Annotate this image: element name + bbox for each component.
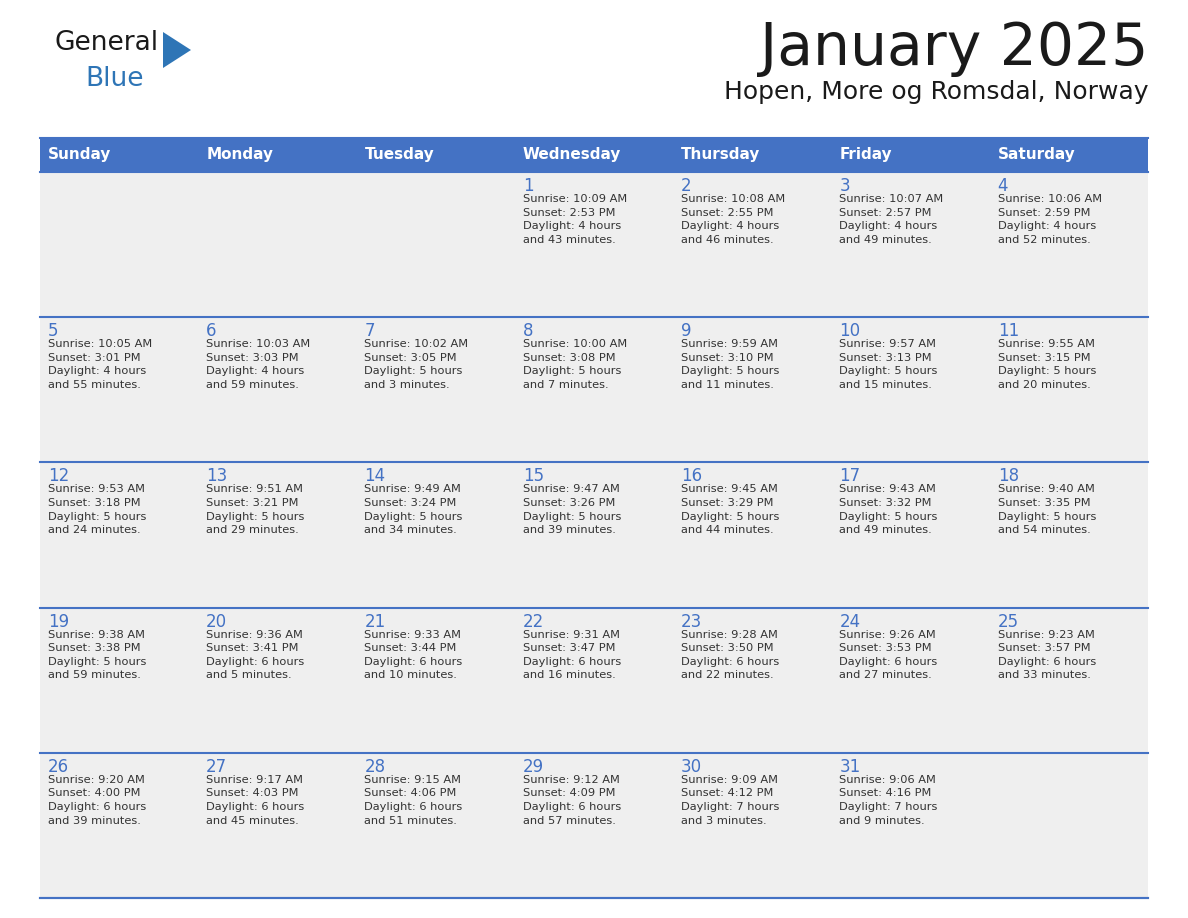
Text: 23: 23: [681, 612, 702, 631]
Text: 7: 7: [365, 322, 375, 341]
Bar: [674, 138, 832, 172]
Text: 24: 24: [840, 612, 860, 631]
Bar: [832, 138, 990, 172]
Text: Sunrise: 9:06 AM
Sunset: 4:16 PM
Daylight: 7 hours
and 9 minutes.: Sunrise: 9:06 AM Sunset: 4:16 PM Dayligh…: [840, 775, 937, 825]
Text: 1: 1: [523, 177, 533, 195]
Text: Sunrise: 10:00 AM
Sunset: 3:08 PM
Daylight: 5 hours
and 7 minutes.: Sunrise: 10:00 AM Sunset: 3:08 PM Daylig…: [523, 339, 627, 390]
Text: Sunrise: 9:40 AM
Sunset: 3:35 PM
Daylight: 5 hours
and 54 minutes.: Sunrise: 9:40 AM Sunset: 3:35 PM Dayligh…: [998, 485, 1097, 535]
Text: Sunrise: 9:23 AM
Sunset: 3:57 PM
Daylight: 6 hours
and 33 minutes.: Sunrise: 9:23 AM Sunset: 3:57 PM Dayligh…: [998, 630, 1095, 680]
Text: Sunrise: 9:38 AM
Sunset: 3:38 PM
Daylight: 5 hours
and 59 minutes.: Sunrise: 9:38 AM Sunset: 3:38 PM Dayligh…: [48, 630, 146, 680]
Text: 9: 9: [681, 322, 691, 341]
Text: Sunrise: 9:12 AM
Sunset: 4:09 PM
Daylight: 6 hours
and 57 minutes.: Sunrise: 9:12 AM Sunset: 4:09 PM Dayligh…: [523, 775, 621, 825]
Text: Sunrise: 9:33 AM
Sunset: 3:44 PM
Daylight: 6 hours
and 10 minutes.: Sunrise: 9:33 AM Sunset: 3:44 PM Dayligh…: [365, 630, 463, 680]
Text: 30: 30: [681, 757, 702, 776]
Text: 16: 16: [681, 467, 702, 486]
Text: 25: 25: [998, 612, 1019, 631]
Text: Sunrise: 9:57 AM
Sunset: 3:13 PM
Daylight: 5 hours
and 15 minutes.: Sunrise: 9:57 AM Sunset: 3:13 PM Dayligh…: [840, 339, 937, 390]
Text: 21: 21: [365, 612, 386, 631]
Text: Sunrise: 9:55 AM
Sunset: 3:15 PM
Daylight: 5 hours
and 20 minutes.: Sunrise: 9:55 AM Sunset: 3:15 PM Dayligh…: [998, 339, 1097, 390]
Text: 15: 15: [523, 467, 544, 486]
Polygon shape: [163, 32, 191, 68]
Text: 29: 29: [523, 757, 544, 776]
Text: Hopen, More og Romsdal, Norway: Hopen, More og Romsdal, Norway: [723, 80, 1148, 104]
Text: Saturday: Saturday: [998, 148, 1075, 162]
Text: Wednesday: Wednesday: [523, 148, 621, 162]
Text: Tuesday: Tuesday: [365, 148, 435, 162]
Text: Sunrise: 9:15 AM
Sunset: 4:06 PM
Daylight: 6 hours
and 51 minutes.: Sunrise: 9:15 AM Sunset: 4:06 PM Dayligh…: [365, 775, 463, 825]
Text: Sunrise: 9:26 AM
Sunset: 3:53 PM
Daylight: 6 hours
and 27 minutes.: Sunrise: 9:26 AM Sunset: 3:53 PM Dayligh…: [840, 630, 937, 680]
Text: Sunrise: 10:08 AM
Sunset: 2:55 PM
Daylight: 4 hours
and 46 minutes.: Sunrise: 10:08 AM Sunset: 2:55 PM Daylig…: [681, 194, 785, 245]
Text: 10: 10: [840, 322, 860, 341]
Text: 3: 3: [840, 177, 849, 195]
Text: 18: 18: [998, 467, 1019, 486]
Text: Thursday: Thursday: [681, 148, 760, 162]
Text: Sunrise: 10:09 AM
Sunset: 2:53 PM
Daylight: 4 hours
and 43 minutes.: Sunrise: 10:09 AM Sunset: 2:53 PM Daylig…: [523, 194, 627, 245]
Text: Sunrise: 9:17 AM
Sunset: 4:03 PM
Daylight: 6 hours
and 45 minutes.: Sunrise: 9:17 AM Sunset: 4:03 PM Dayligh…: [207, 775, 304, 825]
Bar: [198, 138, 356, 172]
Text: Sunday: Sunday: [48, 148, 112, 162]
Text: Sunrise: 9:47 AM
Sunset: 3:26 PM
Daylight: 5 hours
and 39 minutes.: Sunrise: 9:47 AM Sunset: 3:26 PM Dayligh…: [523, 485, 621, 535]
Text: 6: 6: [207, 322, 216, 341]
Bar: [40, 753, 1148, 898]
Text: Friday: Friday: [840, 148, 892, 162]
Text: January 2025: January 2025: [759, 20, 1148, 77]
Text: Sunrise: 10:06 AM
Sunset: 2:59 PM
Daylight: 4 hours
and 52 minutes.: Sunrise: 10:06 AM Sunset: 2:59 PM Daylig…: [998, 194, 1101, 245]
Text: Sunrise: 9:36 AM
Sunset: 3:41 PM
Daylight: 6 hours
and 5 minutes.: Sunrise: 9:36 AM Sunset: 3:41 PM Dayligh…: [207, 630, 304, 680]
Text: 12: 12: [48, 467, 69, 486]
Text: Sunrise: 9:31 AM
Sunset: 3:47 PM
Daylight: 6 hours
and 16 minutes.: Sunrise: 9:31 AM Sunset: 3:47 PM Dayligh…: [523, 630, 621, 680]
Text: Blue: Blue: [86, 66, 144, 92]
Text: 4: 4: [998, 177, 1009, 195]
Text: 8: 8: [523, 322, 533, 341]
Text: Sunrise: 10:03 AM
Sunset: 3:03 PM
Daylight: 4 hours
and 59 minutes.: Sunrise: 10:03 AM Sunset: 3:03 PM Daylig…: [207, 339, 310, 390]
Text: 14: 14: [365, 467, 386, 486]
Text: Sunrise: 9:59 AM
Sunset: 3:10 PM
Daylight: 5 hours
and 11 minutes.: Sunrise: 9:59 AM Sunset: 3:10 PM Dayligh…: [681, 339, 779, 390]
Text: Sunrise: 9:43 AM
Sunset: 3:32 PM
Daylight: 5 hours
and 49 minutes.: Sunrise: 9:43 AM Sunset: 3:32 PM Dayligh…: [840, 485, 937, 535]
Text: Sunrise: 10:07 AM
Sunset: 2:57 PM
Daylight: 4 hours
and 49 minutes.: Sunrise: 10:07 AM Sunset: 2:57 PM Daylig…: [840, 194, 943, 245]
Text: 22: 22: [523, 612, 544, 631]
Bar: [40, 608, 1148, 753]
Bar: [40, 172, 1148, 318]
Text: 28: 28: [365, 757, 386, 776]
Text: 27: 27: [207, 757, 227, 776]
Text: 19: 19: [48, 612, 69, 631]
Text: Monday: Monday: [207, 148, 273, 162]
Text: 17: 17: [840, 467, 860, 486]
Text: Sunrise: 9:09 AM
Sunset: 4:12 PM
Daylight: 7 hours
and 3 minutes.: Sunrise: 9:09 AM Sunset: 4:12 PM Dayligh…: [681, 775, 779, 825]
Text: Sunrise: 10:05 AM
Sunset: 3:01 PM
Daylight: 4 hours
and 55 minutes.: Sunrise: 10:05 AM Sunset: 3:01 PM Daylig…: [48, 339, 152, 390]
Text: Sunrise: 9:53 AM
Sunset: 3:18 PM
Daylight: 5 hours
and 24 minutes.: Sunrise: 9:53 AM Sunset: 3:18 PM Dayligh…: [48, 485, 146, 535]
Text: 13: 13: [207, 467, 227, 486]
Bar: [514, 138, 674, 172]
Text: General: General: [55, 30, 159, 56]
Text: Sunrise: 9:51 AM
Sunset: 3:21 PM
Daylight: 5 hours
and 29 minutes.: Sunrise: 9:51 AM Sunset: 3:21 PM Dayligh…: [207, 485, 304, 535]
Bar: [40, 318, 1148, 463]
Text: Sunrise: 10:02 AM
Sunset: 3:05 PM
Daylight: 5 hours
and 3 minutes.: Sunrise: 10:02 AM Sunset: 3:05 PM Daylig…: [365, 339, 468, 390]
Text: 5: 5: [48, 322, 58, 341]
Text: Sunrise: 9:49 AM
Sunset: 3:24 PM
Daylight: 5 hours
and 34 minutes.: Sunrise: 9:49 AM Sunset: 3:24 PM Dayligh…: [365, 485, 463, 535]
Bar: [990, 138, 1148, 172]
Text: 2: 2: [681, 177, 691, 195]
Text: 20: 20: [207, 612, 227, 631]
Text: 31: 31: [840, 757, 860, 776]
Bar: [356, 138, 514, 172]
Text: Sunrise: 9:45 AM
Sunset: 3:29 PM
Daylight: 5 hours
and 44 minutes.: Sunrise: 9:45 AM Sunset: 3:29 PM Dayligh…: [681, 485, 779, 535]
Text: 11: 11: [998, 322, 1019, 341]
Text: 26: 26: [48, 757, 69, 776]
Text: Sunrise: 9:20 AM
Sunset: 4:00 PM
Daylight: 6 hours
and 39 minutes.: Sunrise: 9:20 AM Sunset: 4:00 PM Dayligh…: [48, 775, 146, 825]
Text: Sunrise: 9:28 AM
Sunset: 3:50 PM
Daylight: 6 hours
and 22 minutes.: Sunrise: 9:28 AM Sunset: 3:50 PM Dayligh…: [681, 630, 779, 680]
Bar: [40, 463, 1148, 608]
Bar: [40, 138, 198, 172]
